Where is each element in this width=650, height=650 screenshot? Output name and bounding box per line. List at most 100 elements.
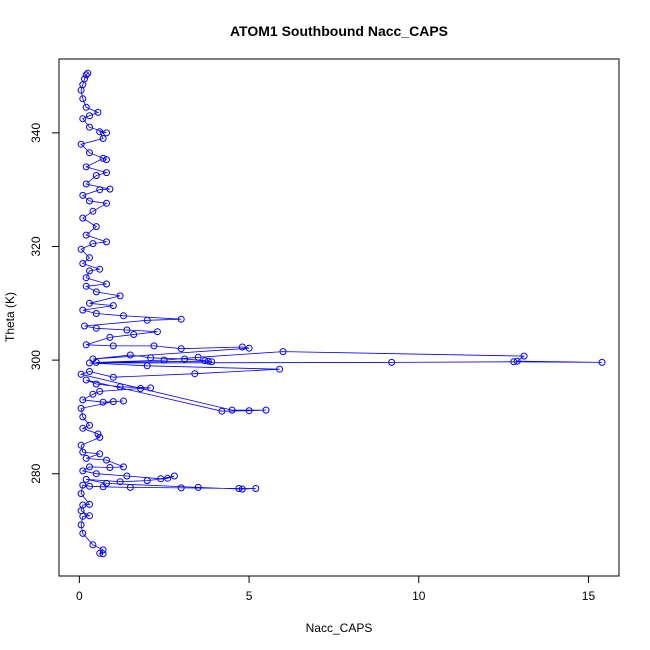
data-point <box>96 265 104 273</box>
data-point <box>177 315 185 323</box>
data-point <box>79 95 87 103</box>
data-point <box>79 481 87 489</box>
plot-frame <box>58 58 620 577</box>
data-point <box>103 129 110 137</box>
data-point <box>79 115 87 123</box>
data-point <box>84 69 92 77</box>
data-point <box>109 342 117 350</box>
data-point <box>99 550 107 558</box>
data-point <box>204 357 212 365</box>
data-point <box>177 345 185 353</box>
x-axis: 0 5 10 15 <box>76 575 595 603</box>
data-point <box>201 357 209 365</box>
data-point <box>99 546 107 554</box>
data-point <box>120 312 127 320</box>
data-point <box>94 430 102 438</box>
data-point <box>279 348 287 356</box>
data-point <box>143 316 151 324</box>
data-point <box>79 260 87 267</box>
x-tick-label: 10 <box>412 589 426 603</box>
data-point <box>99 398 107 406</box>
data-point <box>238 343 246 351</box>
series-layer <box>77 69 606 558</box>
data-point <box>170 472 178 480</box>
data-point <box>77 370 85 378</box>
data-point <box>123 326 131 334</box>
data-point <box>96 450 104 458</box>
data-point <box>106 185 114 193</box>
data-point <box>92 470 100 478</box>
data-point <box>147 384 155 392</box>
data-point <box>82 454 90 462</box>
data-point <box>94 108 102 116</box>
data-point <box>86 482 93 490</box>
data-point <box>86 197 93 205</box>
data-point <box>157 475 165 483</box>
y-tick-label: 320 <box>29 236 43 256</box>
chart-title: ATOM1 Southbound Nacc_CAPS <box>230 23 448 39</box>
data-point <box>82 341 90 349</box>
y-tick-label: 300 <box>29 350 43 370</box>
data-point <box>77 245 85 253</box>
data-point <box>89 207 97 215</box>
data-point <box>77 490 85 498</box>
data-point <box>164 474 172 482</box>
data-point <box>228 406 236 414</box>
data-point <box>208 358 216 366</box>
data-point <box>181 355 189 363</box>
data-point <box>103 280 110 288</box>
data-point <box>103 169 110 177</box>
data-point <box>92 223 100 231</box>
data-point <box>89 240 97 248</box>
data-point <box>513 357 521 365</box>
data-point <box>235 485 243 492</box>
y-axis-label: Theta (K) <box>3 292 17 342</box>
data-point <box>252 485 260 492</box>
data-point <box>96 387 104 395</box>
data-point <box>79 467 87 475</box>
data-point <box>150 342 158 350</box>
data-point <box>82 231 90 239</box>
data-point <box>79 214 87 222</box>
data-point <box>116 478 124 486</box>
data-point <box>143 362 151 370</box>
data-point <box>120 397 127 405</box>
data-point <box>120 463 127 471</box>
data-point <box>262 406 270 414</box>
data-point <box>86 254 93 262</box>
data-point <box>77 521 85 529</box>
data-point <box>81 322 88 330</box>
data-point <box>388 358 396 366</box>
data-point <box>86 359 93 367</box>
data-point <box>106 464 114 471</box>
data-point <box>92 324 100 332</box>
data-point <box>143 477 151 485</box>
data-point <box>86 123 93 131</box>
data-point <box>103 479 110 487</box>
data-point <box>238 485 246 493</box>
data-point <box>96 128 104 136</box>
data-point <box>82 475 90 483</box>
data-point <box>86 421 93 429</box>
data-point <box>510 358 518 366</box>
data-point <box>79 448 87 456</box>
data-point <box>89 390 97 398</box>
data-point <box>218 407 226 415</box>
data-point <box>89 355 97 363</box>
data-point <box>77 404 85 412</box>
data-point <box>103 156 110 164</box>
data-point <box>79 529 87 537</box>
data-point <box>194 483 202 491</box>
data-point <box>109 398 117 406</box>
data-point <box>177 484 185 492</box>
data-point <box>245 407 253 415</box>
data-point <box>86 112 93 120</box>
data-point <box>79 501 87 509</box>
data-point <box>79 413 87 421</box>
data-point <box>96 433 104 441</box>
data-point <box>598 358 606 366</box>
data-point <box>86 500 93 508</box>
data-point <box>86 512 93 520</box>
data-point <box>126 351 134 359</box>
